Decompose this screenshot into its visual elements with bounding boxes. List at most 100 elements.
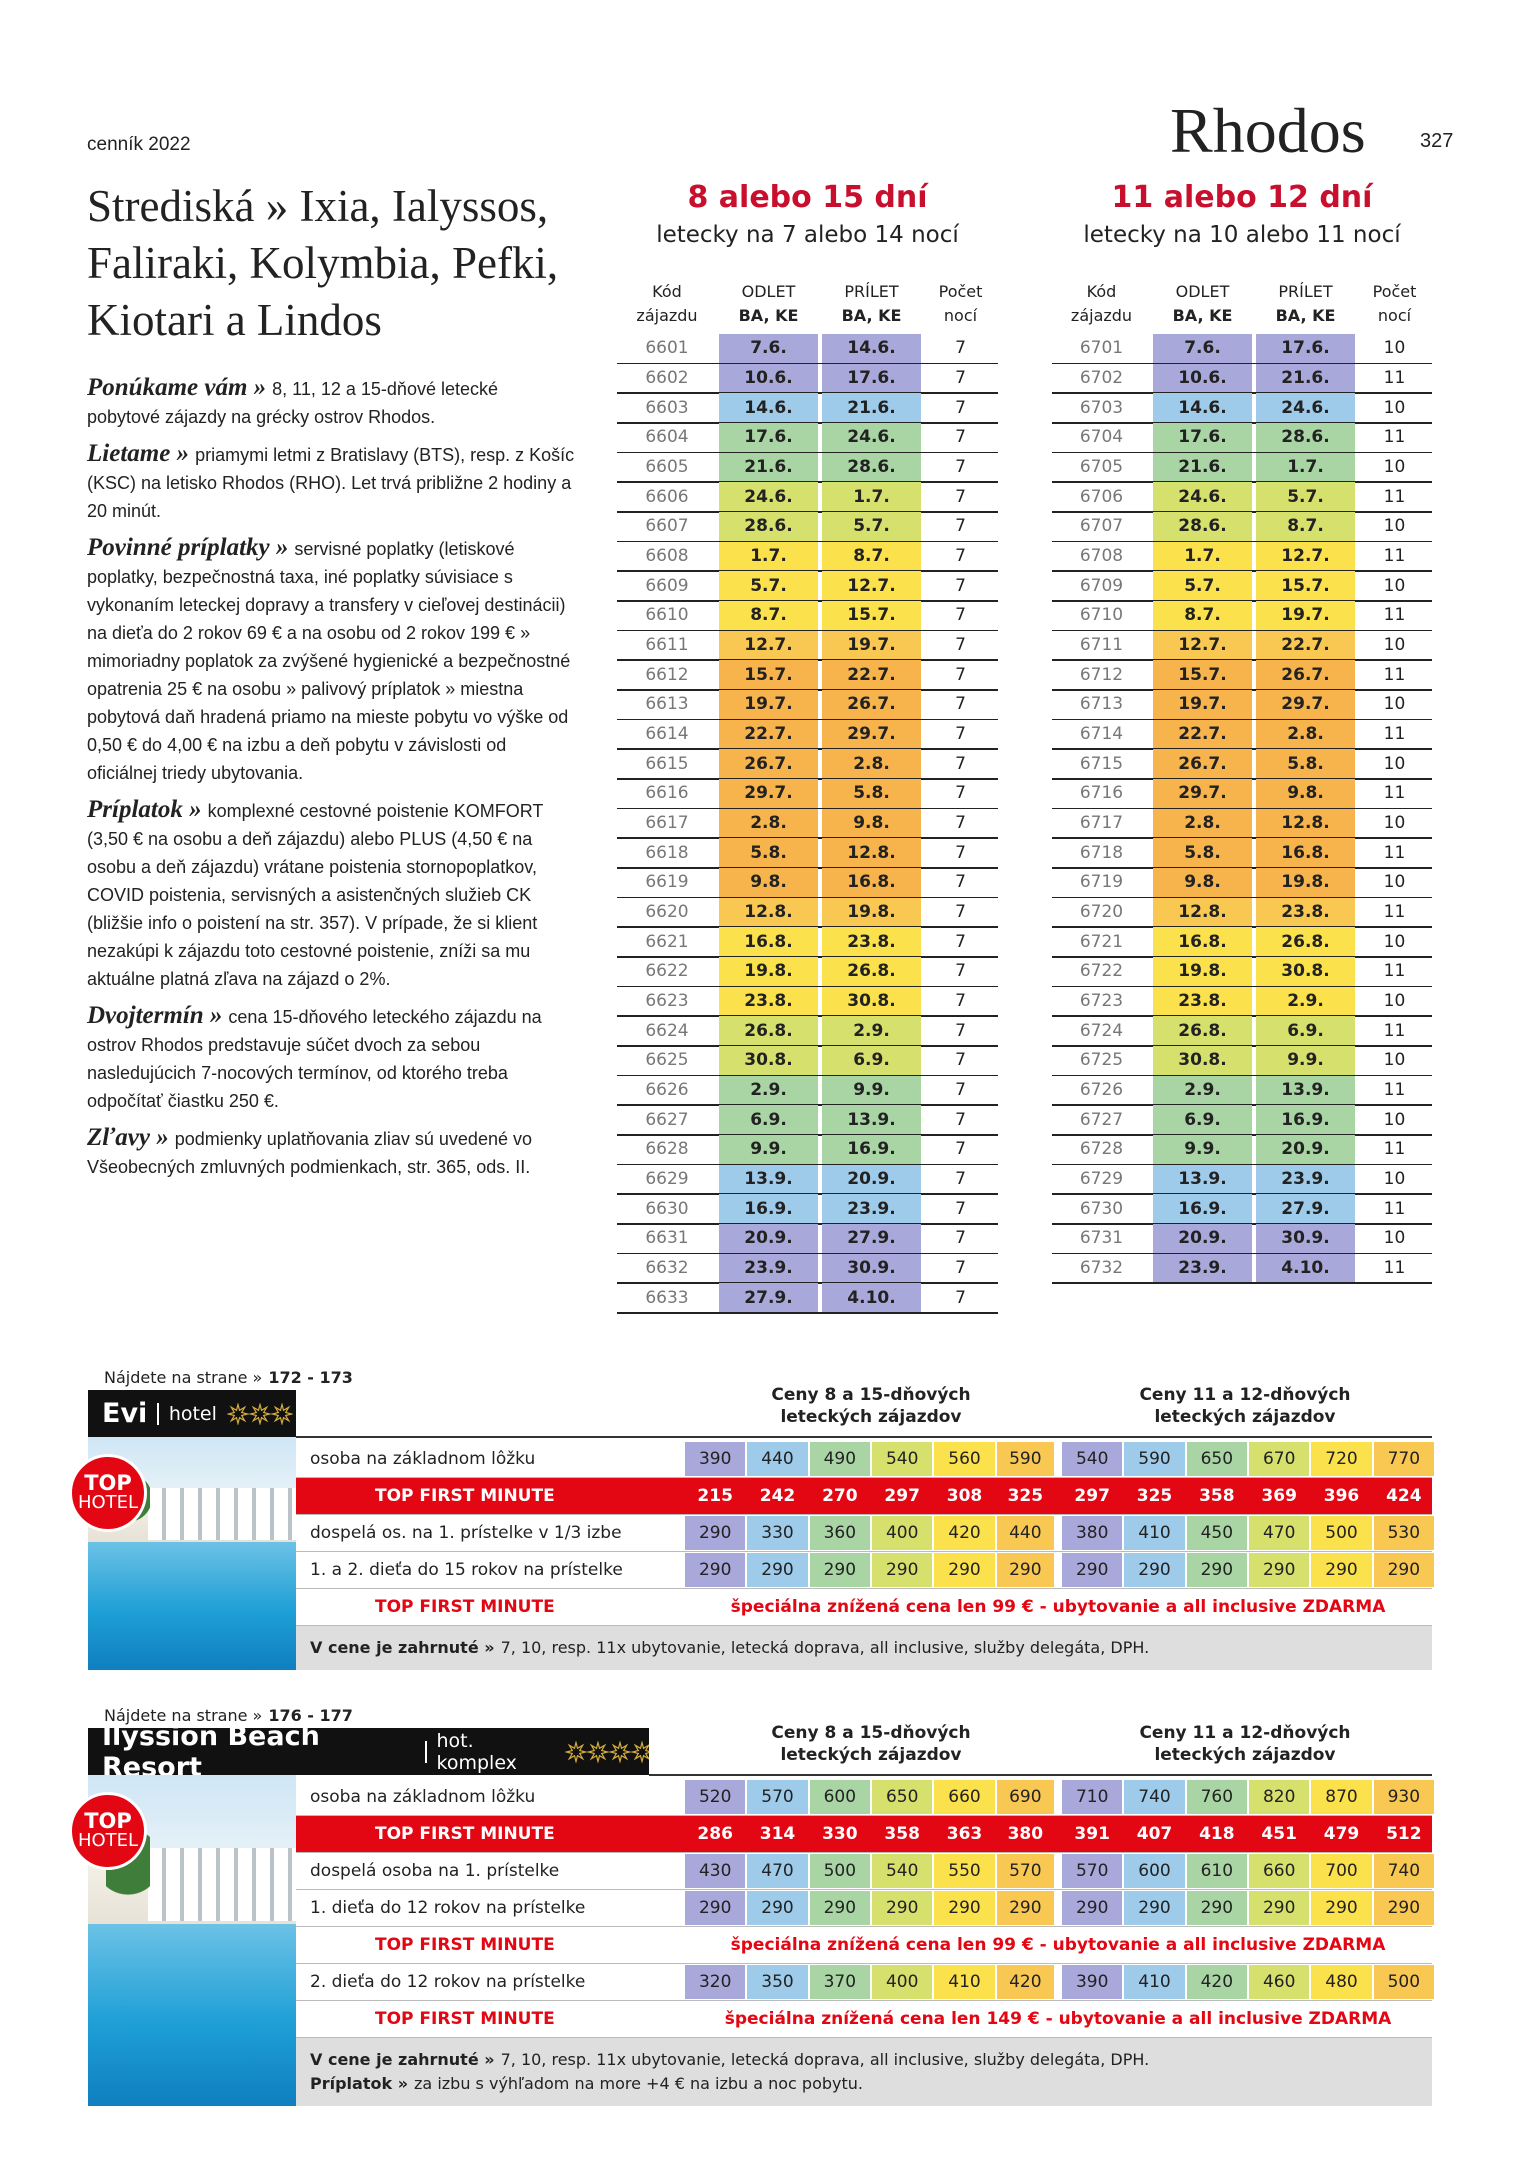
price-cell: 290: [685, 1553, 746, 1587]
price-cell: 560: [934, 1442, 995, 1476]
badge-hotel: HOTEL: [77, 1830, 139, 1851]
row-rule: [617, 659, 998, 661]
nights: 7: [955, 1198, 966, 1219]
row-rule: [1052, 600, 1432, 602]
date-cell: 22.7.: [1153, 719, 1252, 749]
date-cell: 9.9.: [1153, 1135, 1252, 1164]
price-cell: 290: [1062, 1553, 1123, 1587]
nights: 7: [955, 486, 966, 507]
date-cell: 16.9.: [1256, 1105, 1355, 1135]
star: [585, 1740, 610, 1763]
row-rule: [617, 985, 998, 988]
date-cell: 13.9.: [1153, 1164, 1252, 1194]
date-cell: 6.9.: [1153, 1105, 1252, 1135]
nights: 10: [1383, 397, 1406, 418]
footer-lead: V cene je zahrnuté »: [310, 1638, 495, 1657]
date-cell: 9.8.: [719, 868, 818, 897]
price-cell: 390: [685, 1442, 746, 1476]
date-cell: 21.6.: [822, 393, 921, 422]
price-cell: 570: [996, 1854, 1054, 1888]
date-cell: 19.7.: [822, 630, 921, 660]
column-header: ODLET: [741, 282, 796, 301]
paragraph-text: servisné poplatky (letiskové poplatky, b…: [87, 539, 571, 783]
nights: 11: [1383, 724, 1406, 745]
date-cell: 2.9.: [1153, 1075, 1252, 1105]
row-rule: [617, 1252, 998, 1255]
group-header: leteckých zájazdov: [780, 1745, 962, 1765]
nights: 10: [1383, 338, 1406, 359]
price-cell: 470: [1249, 1516, 1310, 1550]
date-cell: 13.9.: [822, 1105, 921, 1135]
date-cell: 5.8.: [1153, 838, 1252, 868]
nights: 10: [1383, 1109, 1406, 1130]
price-cell: 540: [872, 1442, 933, 1476]
photo-building: [148, 1488, 296, 1540]
hotel-name-bar: Ilyssion Beach Resort hot. komplex: [88, 1721, 650, 1783]
row-rule: [1052, 481, 1432, 483]
nights: 11: [1383, 605, 1406, 626]
price-cell: 308: [946, 1486, 983, 1506]
price-cell: 396: [1323, 1486, 1360, 1506]
price-note: špeciálna znížená cena len 149 € - ubyto…: [724, 2009, 1392, 2029]
date-cell: 17.6.: [1256, 334, 1355, 363]
date-cell: 5.7.: [822, 512, 921, 541]
row-rule: [1052, 1074, 1432, 1077]
row-rule: [617, 956, 998, 958]
trip-code: 6607: [645, 516, 689, 537]
column-header: BA, KE: [1172, 306, 1233, 325]
date-cell: 16.9.: [719, 1194, 818, 1224]
date-cell: 24.6.: [1153, 482, 1252, 511]
trip-code: 6720: [1079, 902, 1124, 923]
date-cell: 17.6.: [719, 423, 818, 452]
date-cell: 6.9.: [719, 1105, 818, 1135]
row-rule: [617, 1045, 998, 1047]
column-header: zájazdu: [636, 306, 698, 325]
date-cell: 26.8.: [1153, 1016, 1252, 1046]
price-cell: 424: [1386, 1486, 1422, 1506]
paragraph-lead: Lietame »: [87, 440, 190, 467]
row-rule: [296, 1852, 1432, 1853]
hotel-footer: V cene je zahrnuté » 7, 10, resp. 11x uby…: [296, 2038, 1432, 2106]
paragraph-lead: Ponúkame vám »: [87, 374, 267, 401]
date-cell: 7.6.: [1153, 334, 1252, 363]
price-cell: 512: [1386, 1824, 1422, 1844]
date-cell: 27.9.: [822, 1224, 921, 1253]
trip-code: 6618: [645, 842, 689, 863]
row-rule: [1052, 985, 1432, 988]
trip-code: 6619: [645, 872, 689, 893]
paragraph: Zľavy » podmienky uplatňovania zliav sú u…: [87, 1124, 575, 1181]
row-label: osoba na základnom lôžku: [310, 1787, 536, 1807]
photo-building: [148, 1847, 296, 1921]
trip-code: 6613: [645, 694, 689, 715]
price-cell: 660: [1249, 1854, 1310, 1888]
trip-code: 6726: [1079, 1080, 1124, 1101]
price-cell: 320: [685, 1965, 746, 1999]
date-cell: 14.6.: [822, 334, 921, 363]
date-cell: 2.9.: [1256, 986, 1355, 1016]
date-cell: 6.9.: [822, 1046, 921, 1075]
trip-code: 6605: [645, 457, 689, 477]
nights: 7: [955, 427, 966, 448]
column-header: BA, KE: [738, 306, 799, 325]
price-cell: 407: [1136, 1824, 1173, 1844]
date-cell: 2.8.: [822, 749, 921, 779]
date-cell: 14.6.: [1153, 393, 1252, 422]
price-cell: 400: [872, 1516, 933, 1550]
date-cell: 24.6.: [822, 423, 921, 452]
trip-code: 6603: [645, 397, 689, 418]
date-cell: 9.9.: [822, 1075, 921, 1105]
group-header: leteckých zájazdov: [780, 1407, 962, 1427]
price-cell: 430: [685, 1854, 746, 1888]
date-cell: 27.9.: [719, 1283, 818, 1313]
trip-code: 6713: [1079, 694, 1124, 715]
badge-top: TOP: [84, 1809, 132, 1833]
row-rule: [296, 1815, 1432, 1816]
price-cell: 290: [1062, 1891, 1123, 1925]
row-rule: [1052, 1104, 1432, 1106]
row-rule: [1052, 422, 1432, 424]
date-cell: 24.6.: [719, 482, 818, 511]
schedule-title: 11 alebo 12 dní: [1111, 180, 1373, 215]
price-cell: 470: [747, 1854, 808, 1888]
price-cell: 360: [809, 1516, 870, 1550]
row-rule: [1052, 1252, 1432, 1255]
